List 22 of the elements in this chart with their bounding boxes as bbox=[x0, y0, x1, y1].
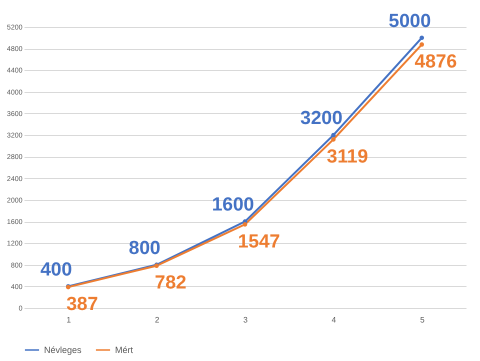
x-tick-label: 1 bbox=[66, 316, 72, 324]
legend-label: Mért bbox=[115, 345, 134, 355]
data-label: 400 bbox=[40, 259, 72, 280]
data-label: 4876 bbox=[414, 52, 457, 73]
point bbox=[420, 36, 424, 40]
data-label: 3119 bbox=[326, 146, 368, 168]
data-label: 1547 bbox=[238, 231, 280, 252]
legend-label: Névleges bbox=[44, 345, 82, 355]
x-tick-label: 4 bbox=[332, 316, 337, 324]
x-tick-label: 3 bbox=[243, 316, 248, 324]
x-tick-label: 2 bbox=[154, 316, 160, 324]
point bbox=[331, 132, 336, 138]
data-label: 800 bbox=[128, 238, 160, 259]
data-label: 782 bbox=[154, 272, 186, 294]
data-label: 5000 bbox=[388, 10, 431, 32]
point bbox=[420, 42, 424, 47]
point bbox=[242, 222, 248, 227]
data-label: 1600 bbox=[212, 194, 254, 216]
point bbox=[331, 137, 336, 142]
x-tick-label: 5 bbox=[420, 316, 426, 324]
data-label: 3200 bbox=[300, 108, 343, 130]
data-label: 387 bbox=[66, 294, 98, 316]
